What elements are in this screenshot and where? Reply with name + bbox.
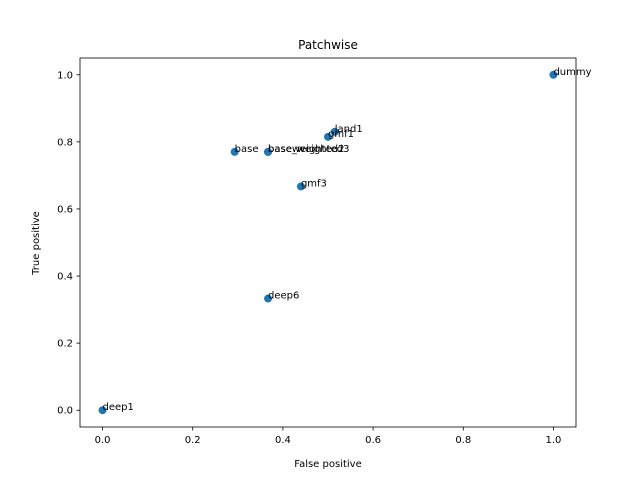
point-label-dummy: dummy	[553, 67, 591, 78]
data-point-land1	[330, 127, 339, 136]
x-axis-label: False positive	[294, 459, 362, 470]
point-label-gmf3: gmf3	[301, 178, 327, 189]
x-tick-label: 0.8	[455, 435, 471, 446]
y-axis-ticks: 0.0 0.2 0.4 0.6 0.8 1.0	[57, 70, 80, 417]
point-label-land1: land1	[335, 124, 363, 135]
data-point-gmf3	[296, 182, 305, 191]
y-tick-label: 0.4	[57, 272, 73, 283]
point-label-base: base	[235, 144, 259, 155]
point-label-deep1: deep1	[103, 402, 134, 413]
plot-area	[79, 57, 577, 428]
y-tick-label: 0.6	[57, 204, 73, 215]
y-axis-label: True positive	[31, 211, 42, 276]
x-tick-label: 0.4	[275, 435, 291, 446]
data-point-base_weighted3	[264, 147, 273, 156]
y-tick-label: 0.2	[57, 339, 73, 350]
point-label-deep6: deep6	[268, 291, 299, 302]
point-label-gmf1: gmf1	[328, 129, 354, 140]
data-point-dummy	[549, 70, 558, 79]
data-point-base	[230, 147, 239, 156]
data-point-deep6	[264, 294, 273, 303]
x-tick-label: 0.6	[365, 435, 381, 446]
point-label-baseweighted2: baseweighted2	[268, 144, 344, 155]
data-point-deep1	[98, 406, 107, 415]
x-tick-label: 0.2	[185, 435, 201, 446]
x-tick-label: 0.0	[95, 435, 111, 446]
x-axis-ticks: 0.0 0.2 0.4 0.6 0.8 1.0	[95, 427, 562, 446]
data-point-gmf1	[324, 132, 332, 141]
y-tick-label: 0.8	[57, 137, 73, 148]
data-points	[98, 70, 558, 415]
y-tick-label: 0.0	[57, 406, 73, 417]
chart-title: Patchwise	[298, 38, 358, 52]
point-label-base_weighted3: base_weighted3	[268, 144, 349, 155]
x-tick-label: 1.0	[546, 435, 562, 446]
y-tick-label: 1.0	[57, 70, 73, 81]
